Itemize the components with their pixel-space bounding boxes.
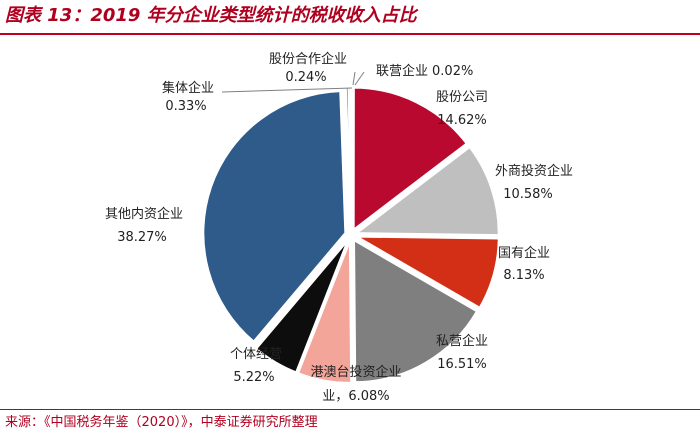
label-value-joint-stock: 14.62% xyxy=(437,113,487,128)
pie-slice-state-owned xyxy=(352,235,500,310)
footer-divider xyxy=(0,409,700,410)
label-name-private: 私营企业 xyxy=(436,333,488,349)
label-value-hk-macau-tw: 业，6.08% xyxy=(322,389,389,404)
label-value-hk-macau-tw-prefix: 业， xyxy=(322,389,348,404)
label-value-affiliated: 0.02% xyxy=(432,64,473,79)
label-name-other-domestic: 其他内资企业 xyxy=(105,206,183,222)
label-name-hk-macau-tw: 港澳台投资企业 xyxy=(310,364,401,380)
label-name-foreign: 外商投资企业 xyxy=(495,163,573,179)
label-value-other-domestic: 38.27% xyxy=(117,230,167,245)
source-note: 来源：《中国税务年鉴（2020）》，中泰证券研究所整理 xyxy=(5,415,318,430)
leader-lines xyxy=(221,71,365,93)
pie-slice-hk-macau-tw xyxy=(296,240,353,384)
pie-slices xyxy=(202,85,500,384)
label-value-state-owned: 8.13% xyxy=(503,268,544,283)
title-divider xyxy=(0,33,700,35)
pie-slice-foreign xyxy=(353,145,500,237)
label-value-foreign: 10.58% xyxy=(503,187,553,202)
label-name-collective: 集体企业 xyxy=(162,80,214,96)
label-name-individual: 个体经营 xyxy=(230,347,282,362)
label-value-private: 16.51% xyxy=(437,357,487,372)
label-name-affiliated-text: 联营企业 xyxy=(376,63,428,79)
label-value-individual: 5.22% xyxy=(233,370,274,385)
label-name-joint-stock-coop: 股份合作企业 xyxy=(269,51,347,67)
label-value-collective: 0.33% xyxy=(165,99,206,114)
pie-slice-joint-stock-coop xyxy=(347,85,352,230)
pie-slice-private xyxy=(353,238,479,384)
leader-line-collective xyxy=(221,87,353,93)
leader-line-joint-stock-coop xyxy=(352,71,356,86)
label-name-affiliated: 联营企业 0.02% xyxy=(376,63,473,79)
label-value-hk-macau-tw-number: 6.08% xyxy=(348,389,389,404)
pie-slice-other-domestic xyxy=(202,90,347,343)
label-name-state-owned: 国有企业 xyxy=(498,245,550,261)
label-value-joint-stock-coop: 0.24% xyxy=(285,70,326,85)
leader-line-affiliated xyxy=(354,71,365,86)
pie-slice-individual xyxy=(254,239,349,374)
pie-slice-joint-stock xyxy=(352,86,469,232)
label-name-joint-stock: 股份公司 xyxy=(436,90,488,105)
slice-labels: 股份合作企业 0.24% 联营企业 0.02% 集体企业 0.33% 股份公司 1… xyxy=(105,51,573,404)
chart-title: 图表 13：2019 年分企业类型统计的税收收入占比 xyxy=(5,5,417,26)
